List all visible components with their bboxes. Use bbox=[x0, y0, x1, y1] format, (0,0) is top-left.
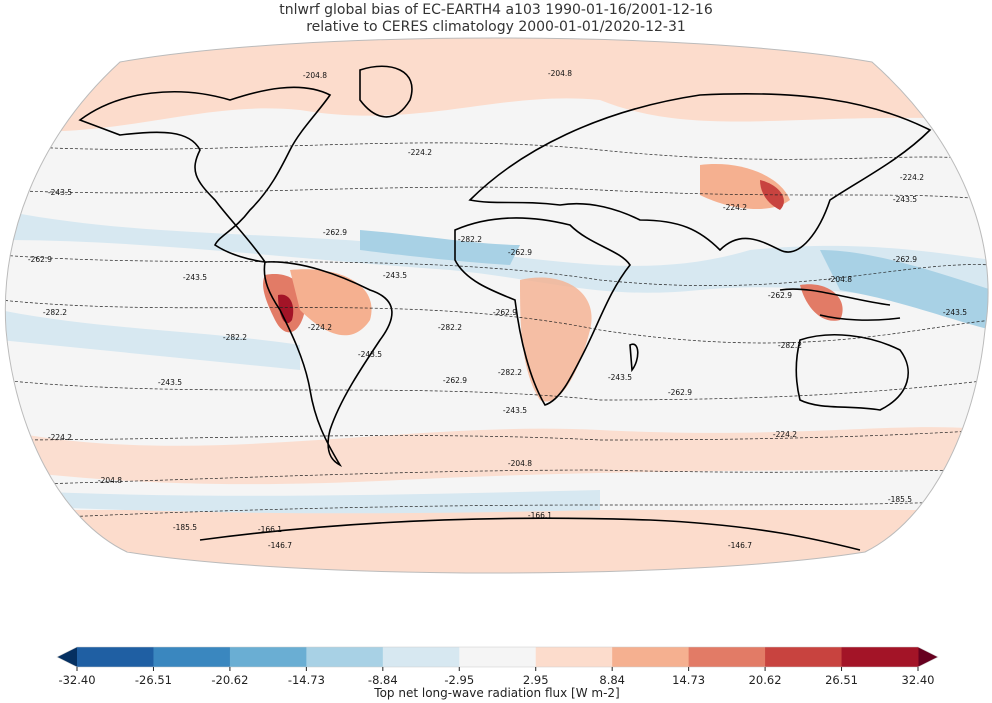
colorbar-bin bbox=[306, 647, 384, 667]
contour-label: -243.5 bbox=[158, 378, 182, 387]
contour-label: -166.1 bbox=[528, 511, 552, 520]
contour-label: -146.7 bbox=[728, 541, 752, 550]
colorbar-bin bbox=[765, 647, 843, 667]
bias-region-southern-ocean-positive bbox=[5, 427, 989, 485]
contour-label: -243.5 bbox=[893, 195, 917, 204]
colorbar-bin bbox=[229, 647, 307, 667]
bias-region-andes-max bbox=[278, 294, 294, 324]
colorbar-bin bbox=[153, 647, 231, 667]
contour-label: -243.5 bbox=[943, 308, 967, 317]
contour-label: -262.9 bbox=[28, 255, 52, 264]
colorbar: -32.40 -26.51 -20.62 -14.73 -8.84 -2.95 2.95 8.… bbox=[56, 646, 939, 687]
colorbar-bin bbox=[688, 647, 766, 667]
contour-label: -262.9 bbox=[323, 228, 347, 237]
contour-label: -243.5 bbox=[48, 188, 72, 197]
colorbar-tick-label: -2.95 bbox=[444, 673, 474, 687]
colorbar-label: Top net long-wave radiation flux [W m-2] bbox=[373, 686, 619, 700]
contour-label: -262.9 bbox=[493, 308, 517, 317]
contour-label: -282.2 bbox=[438, 323, 462, 332]
contour-label: -243.5 bbox=[358, 350, 382, 359]
contour-label: -185.5 bbox=[173, 523, 197, 532]
colorbar-tick-label: 14.73 bbox=[672, 673, 705, 687]
contour-label: -282.2 bbox=[458, 235, 482, 244]
contour-label: -224.2 bbox=[723, 203, 747, 212]
colorbar-bin bbox=[535, 647, 613, 667]
contour-label: -224.2 bbox=[773, 430, 797, 439]
contour-label: -243.5 bbox=[183, 273, 207, 282]
contour-label: -282.2 bbox=[498, 368, 522, 377]
contour-label: -262.9 bbox=[768, 291, 792, 300]
bias-region-north-positive bbox=[5, 38, 989, 132]
contour-label: -204.8 bbox=[508, 459, 532, 468]
colorbar-tick-label: 8.84 bbox=[599, 673, 625, 687]
contour-label: -204.8 bbox=[303, 71, 327, 80]
contour-label: -204.8 bbox=[98, 476, 122, 485]
contour-labels: -204.8 -204.8 -224.2 -224.2 -243.5 -243.5 -262… bbox=[28, 69, 967, 550]
contour-label: -224.2 bbox=[900, 173, 924, 182]
contour-label: -262.9 bbox=[668, 388, 692, 397]
contour-label: -224.2 bbox=[308, 323, 332, 332]
colorbar-tick-label: 32.40 bbox=[902, 673, 935, 687]
colorbar-bin bbox=[382, 647, 460, 667]
colorbar-bin bbox=[459, 647, 537, 667]
colorbar-tick-label: -14.73 bbox=[288, 673, 325, 687]
contour-label: -243.5 bbox=[503, 406, 527, 415]
contour-label: -262.9 bbox=[443, 376, 467, 385]
colorbar-tick-label: 20.62 bbox=[749, 673, 782, 687]
climatology-contours bbox=[5, 142, 989, 521]
colorbar-tick-label: 26.51 bbox=[825, 673, 858, 687]
colorbar-extend-high bbox=[918, 647, 938, 667]
bias-region-south-pacific-negative bbox=[5, 310, 300, 370]
colorbar-bin bbox=[841, 647, 919, 667]
bias-region-antarctica-positive bbox=[5, 510, 989, 573]
colorbar-bin bbox=[612, 647, 690, 667]
contour-label: -282.2 bbox=[43, 308, 67, 317]
colorbar-tick-label: -26.51 bbox=[135, 673, 172, 687]
colorbar-tick-label: -32.40 bbox=[58, 673, 95, 687]
contour-label: -282.2 bbox=[223, 333, 247, 342]
contour-label: -224.2 bbox=[408, 148, 432, 157]
plot-title-line-1: tnlwrf global bias of EC-EARTH4 a103 199… bbox=[279, 2, 713, 18]
bias-region-amazon-positive bbox=[290, 269, 372, 336]
colorbar-tick-label: -20.62 bbox=[211, 673, 248, 687]
colorbar-bin bbox=[77, 647, 154, 667]
colorbar-extend-low bbox=[57, 647, 77, 667]
bias-region-southern-negative bbox=[5, 490, 600, 514]
bias-region-warm-pool-negative bbox=[820, 250, 989, 330]
colorbar-tick-label: 2.95 bbox=[523, 673, 549, 687]
map-area: -204.8 -204.8 -224.2 -224.2 -243.5 -243.5 -262… bbox=[5, 38, 989, 573]
contour-label: -204.8 bbox=[548, 69, 572, 78]
contour-label: -262.9 bbox=[508, 248, 532, 257]
contour-label: -282.2 bbox=[778, 341, 802, 350]
contour-label: -262.9 bbox=[893, 255, 917, 264]
contour-label: -166.1 bbox=[258, 525, 282, 534]
colorbar-tick-label: -8.84 bbox=[368, 673, 398, 687]
contour-label: -224.2 bbox=[48, 433, 72, 442]
contour-label: -146.7 bbox=[268, 541, 292, 550]
contour-label: -243.5 bbox=[608, 373, 632, 382]
bias-region-atlantic-negative bbox=[360, 230, 520, 265]
contour-label: -185.5 bbox=[888, 495, 912, 504]
contour-label: -243.5 bbox=[383, 271, 407, 280]
plot-title-line-2: relative to CERES climatology 2000-01-01… bbox=[306, 19, 686, 35]
contour-label: -204.8 bbox=[828, 275, 852, 284]
